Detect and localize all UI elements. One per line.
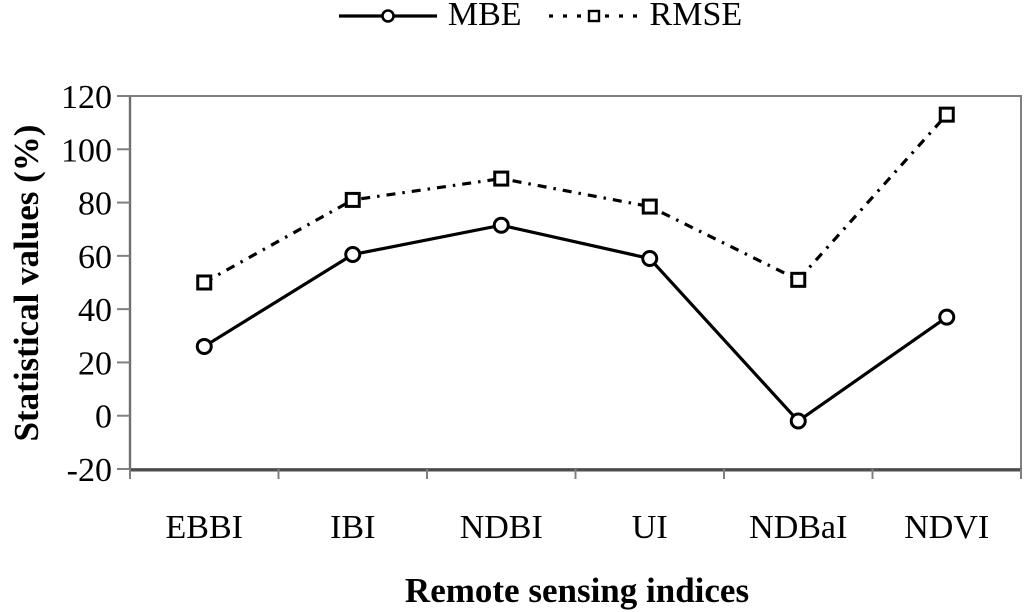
x-category-label: NDVI xyxy=(904,509,989,546)
square-marker-ebbi xyxy=(196,274,213,291)
legend-label-mbe: MBE xyxy=(447,0,522,33)
circle-marker-ibi xyxy=(344,246,362,264)
legend-label-rmse: RMSE xyxy=(649,0,743,33)
y-tick-label: 80 xyxy=(78,186,112,223)
series-line-mbe xyxy=(203,223,948,424)
y-tick-label: 100 xyxy=(61,132,112,169)
series-line-rmse xyxy=(203,113,948,284)
legend-item-mbe: MBE xyxy=(338,0,522,34)
y-tick-label: -20 xyxy=(67,452,112,489)
circle-marker-ndvi xyxy=(938,308,956,326)
y-tick-label: 120 xyxy=(61,79,112,116)
legend-item-rmse: RMSE xyxy=(548,0,743,34)
legend: MBE RMSE xyxy=(28,0,1024,35)
circle-marker-ndbi xyxy=(492,216,510,234)
square-marker-ndvi xyxy=(938,106,955,123)
square-marker-ibi xyxy=(344,191,361,208)
square-marker-ndbi xyxy=(493,170,510,187)
circle-marker-ndbai xyxy=(789,412,807,430)
square-marker-ui xyxy=(641,198,658,215)
y-tick-label: 60 xyxy=(78,239,112,276)
x-category-label: UI xyxy=(632,509,668,546)
x-axis-title: Remote sensing indices xyxy=(404,571,750,610)
x-category-label: NDBaI xyxy=(749,509,847,546)
circle-marker-ebbi xyxy=(195,337,213,355)
x-category-label: NDBI xyxy=(460,509,543,546)
x-category-label: IBI xyxy=(330,509,375,546)
y-tick-label: 20 xyxy=(78,345,112,382)
mbe-solid-line-circle-marker-icon xyxy=(338,9,437,23)
square-marker-ndbai xyxy=(790,271,807,288)
circle-marker-ui xyxy=(641,250,659,268)
y-tick-label: 0 xyxy=(95,399,112,436)
x-category-label: EBBI xyxy=(166,509,243,546)
y-tick-label: 40 xyxy=(78,292,112,329)
plot-frame xyxy=(129,95,1022,470)
rmse-dashed-line-square-marker-icon xyxy=(548,9,639,23)
